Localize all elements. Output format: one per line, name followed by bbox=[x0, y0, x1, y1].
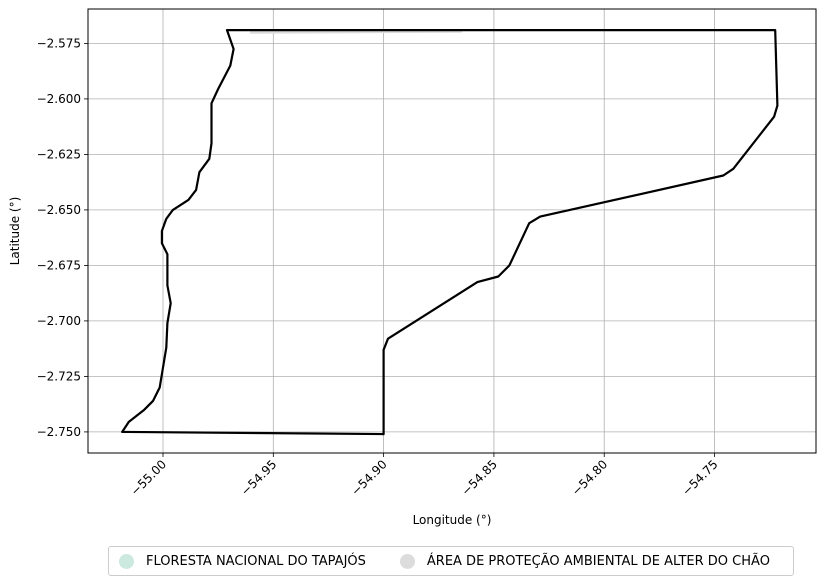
y-tick-label: −2.600 bbox=[37, 92, 81, 106]
map-polygons bbox=[121, 29, 779, 436]
y-tick-label: −2.750 bbox=[37, 425, 81, 439]
x-tick-label: −54.80 bbox=[569, 457, 610, 498]
apa-alter-do-chao-boundary bbox=[249, 29, 463, 34]
legend-item-apa-alter-do-chao: ÁREA DE PROTEÇÃO AMBIENTAL DE ALTER DO C… bbox=[399, 553, 770, 569]
grid bbox=[88, 9, 816, 453]
x-tick-label: −54.85 bbox=[459, 457, 500, 498]
y-axis-ticks: −2.575 −2.600 −2.625 −2.650 −2.675 −2.700 −2.7… bbox=[37, 36, 88, 439]
x-tick-label: −54.90 bbox=[348, 457, 389, 498]
legend-item-floresta: FLORESTA NACIONAL DO TAPAJÓS bbox=[119, 553, 366, 569]
x-tick-label: −55.00 bbox=[128, 457, 169, 498]
plot-frame bbox=[87, 8, 817, 454]
x-axis-label: Longitude (°) bbox=[413, 513, 492, 527]
y-tick-label: −2.675 bbox=[37, 258, 81, 272]
legend-label-apa-alter-do-chao: ÁREA DE PROTEÇÃO AMBIENTAL DE ALTER DO C… bbox=[426, 553, 770, 569]
plot-area bbox=[88, 9, 816, 453]
y-tick-label: −2.575 bbox=[37, 36, 81, 50]
legend-label-floresta: FLORESTA NACIONAL DO TAPAJÓS bbox=[146, 553, 366, 569]
x-tick-label: −54.95 bbox=[238, 457, 279, 498]
y-tick-label: −2.700 bbox=[37, 314, 81, 328]
x-tick-label: −54.75 bbox=[679, 457, 720, 498]
y-axis-label: Latitude (°) bbox=[8, 197, 22, 266]
legend: FLORESTA NACIONAL DO TAPAJÓS ÁREA DE PRO… bbox=[108, 546, 794, 576]
y-tick-label: −2.725 bbox=[37, 369, 81, 383]
floresta-boundary bbox=[121, 29, 779, 436]
y-tick-label: −2.650 bbox=[37, 203, 81, 217]
x-axis-ticks: −55.00 −54.95 −54.90 −54.85 −54.80 −54.75 bbox=[128, 453, 721, 499]
legend-marker-floresta bbox=[119, 553, 134, 569]
legend-marker-apa-alter-do-chao bbox=[399, 553, 415, 569]
y-tick-label: −2.625 bbox=[37, 147, 81, 161]
